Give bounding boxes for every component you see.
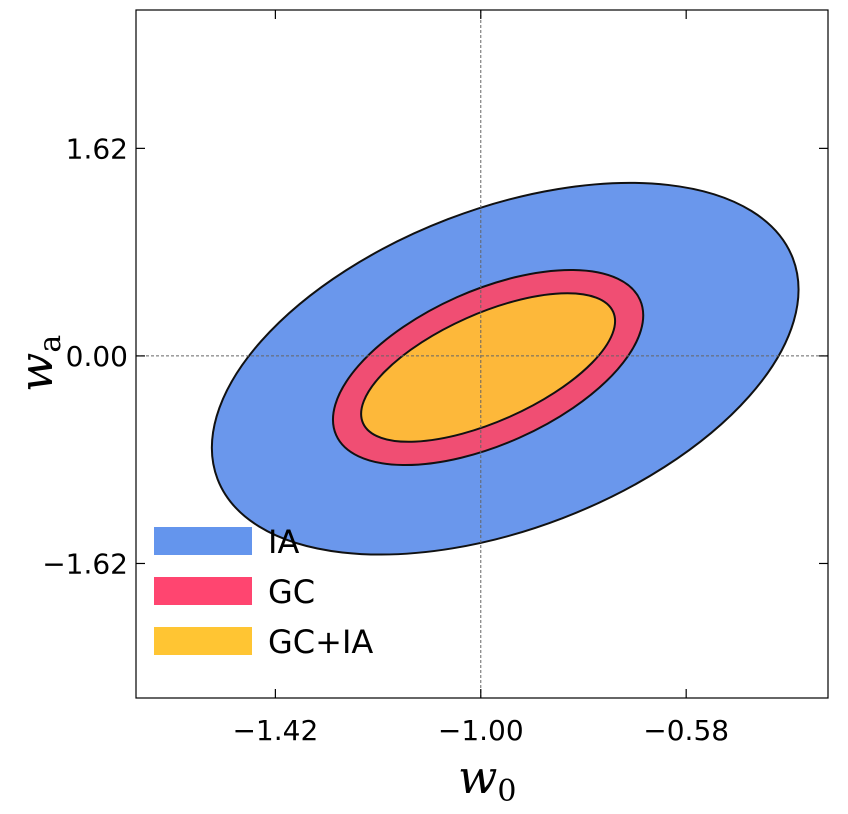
legend-label-gc-ia: GC+IA xyxy=(268,623,373,661)
x-axis-label: w0 xyxy=(458,750,516,809)
x-tick-label: −1.42 xyxy=(232,714,318,747)
tick-layer: −1.42 −1.00 −0.58 1.62 0.00 −1.62 xyxy=(42,10,828,747)
legend-label-gc: GC xyxy=(268,573,315,611)
y-tick-label: −1.62 xyxy=(42,547,128,580)
plot-frame xyxy=(135,9,829,699)
x-tick-label: −0.58 xyxy=(643,714,729,747)
y-tick-label: 1.62 xyxy=(66,132,128,165)
y-tick-label: 0.00 xyxy=(66,340,128,373)
contour-layer xyxy=(210,181,800,556)
y-axis-label-sub: a xyxy=(33,335,68,353)
legend-swatch-gc-ia xyxy=(154,627,252,655)
contour-gc-ia xyxy=(360,292,617,443)
legend-label-ia: IA xyxy=(268,523,299,561)
y-axis-label-main: w xyxy=(9,353,63,392)
y-axis-label-group: wa xyxy=(9,335,68,392)
x-axis-label-sub: 0 xyxy=(497,774,516,809)
legend-swatch-gc xyxy=(154,577,252,605)
x-axis-label-main: w xyxy=(458,750,497,804)
y-axis-label: wa xyxy=(9,335,68,392)
legend: IA GC GC+IA xyxy=(154,523,373,661)
x-tick-label: −1.00 xyxy=(438,714,524,747)
legend-swatch-ia xyxy=(154,527,252,555)
